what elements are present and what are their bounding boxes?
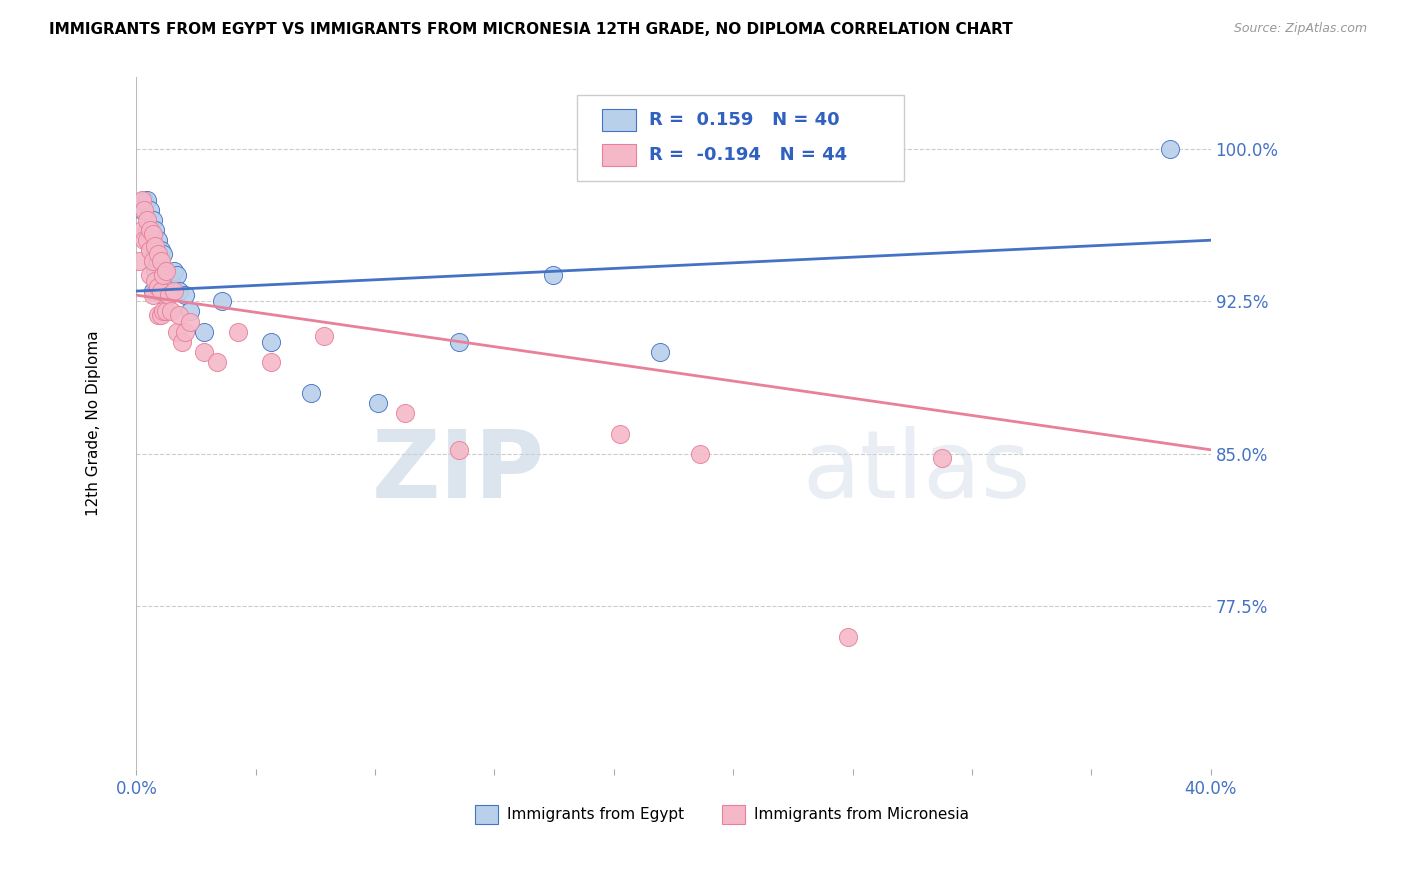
FancyBboxPatch shape <box>602 144 636 166</box>
Point <box>149 253 172 268</box>
Point <box>179 315 201 329</box>
Point <box>314 329 336 343</box>
Point <box>134 193 156 207</box>
Point <box>160 274 183 288</box>
Point <box>170 334 193 349</box>
Point <box>134 233 156 247</box>
Point <box>609 426 631 441</box>
Point <box>193 325 215 339</box>
Point <box>160 304 183 318</box>
Point <box>139 202 162 217</box>
Point <box>260 355 283 369</box>
Point <box>136 233 159 247</box>
Point <box>260 334 283 349</box>
FancyBboxPatch shape <box>475 805 498 824</box>
Point <box>143 244 166 258</box>
Point <box>648 345 671 359</box>
Point <box>152 264 174 278</box>
Point <box>149 284 172 298</box>
Point <box>299 385 322 400</box>
Point <box>541 268 564 282</box>
Point <box>146 274 169 288</box>
Point <box>141 233 163 247</box>
Point <box>139 244 162 258</box>
Point <box>173 325 195 339</box>
Point <box>1159 142 1181 156</box>
Point <box>163 284 186 298</box>
Point <box>205 355 228 369</box>
Point <box>152 268 174 282</box>
Point <box>149 244 172 258</box>
Point <box>143 264 166 278</box>
Point <box>149 264 172 278</box>
Text: IMMIGRANTS FROM EGYPT VS IMMIGRANTS FROM MICRONESIA 12TH GRADE, NO DIPLOMA CORRE: IMMIGRANTS FROM EGYPT VS IMMIGRANTS FROM… <box>49 22 1012 37</box>
Point <box>166 268 188 282</box>
Point <box>134 202 156 217</box>
Point <box>139 223 162 237</box>
Point <box>141 253 163 268</box>
Point <box>837 630 859 644</box>
Point <box>169 309 191 323</box>
Point <box>136 223 159 237</box>
Point <box>157 288 180 302</box>
Point <box>141 212 163 227</box>
FancyBboxPatch shape <box>721 805 745 824</box>
Point <box>136 212 159 227</box>
Point <box>143 223 166 237</box>
Point <box>166 325 188 339</box>
Point <box>193 345 215 359</box>
Point <box>143 274 166 288</box>
Point <box>128 253 150 268</box>
Point <box>367 396 389 410</box>
Point <box>155 264 177 278</box>
Point <box>139 223 162 237</box>
Point <box>173 288 195 302</box>
Point <box>689 447 711 461</box>
Point <box>146 280 169 294</box>
Point <box>146 247 169 261</box>
Text: ZIP: ZIP <box>371 425 544 517</box>
Point <box>146 309 169 323</box>
Point <box>143 239 166 253</box>
FancyBboxPatch shape <box>602 109 636 131</box>
Point <box>139 244 162 258</box>
Point <box>155 264 177 278</box>
Point <box>141 288 163 302</box>
FancyBboxPatch shape <box>576 95 904 181</box>
Point <box>149 284 172 298</box>
Text: R =  0.159   N = 40: R = 0.159 N = 40 <box>648 112 839 129</box>
Point <box>155 304 177 318</box>
Point <box>131 193 153 207</box>
Point <box>211 294 233 309</box>
Text: 12th Grade, No Diploma: 12th Grade, No Diploma <box>86 331 101 516</box>
Point <box>149 309 172 323</box>
Point <box>931 450 953 465</box>
Point <box>179 304 201 318</box>
Point <box>146 253 169 268</box>
Point <box>131 223 153 237</box>
Point <box>152 304 174 318</box>
Point <box>141 227 163 241</box>
Text: Source: ZipAtlas.com: Source: ZipAtlas.com <box>1233 22 1367 36</box>
Point <box>228 325 250 339</box>
Point <box>146 233 169 247</box>
Point <box>447 334 470 349</box>
Point <box>136 193 159 207</box>
Text: atlas: atlas <box>803 425 1031 517</box>
Point <box>169 284 191 298</box>
Text: Immigrants from Egypt: Immigrants from Egypt <box>508 806 685 822</box>
Text: R =  -0.194   N = 44: R = -0.194 N = 44 <box>648 146 846 164</box>
Point <box>163 264 186 278</box>
Point <box>141 253 163 268</box>
Point <box>152 288 174 302</box>
Point <box>394 406 416 420</box>
Point <box>139 268 162 282</box>
Point <box>152 247 174 261</box>
Point <box>131 202 153 217</box>
Point <box>157 268 180 282</box>
Point <box>141 284 163 298</box>
Point <box>447 442 470 457</box>
Text: Immigrants from Micronesia: Immigrants from Micronesia <box>754 806 969 822</box>
